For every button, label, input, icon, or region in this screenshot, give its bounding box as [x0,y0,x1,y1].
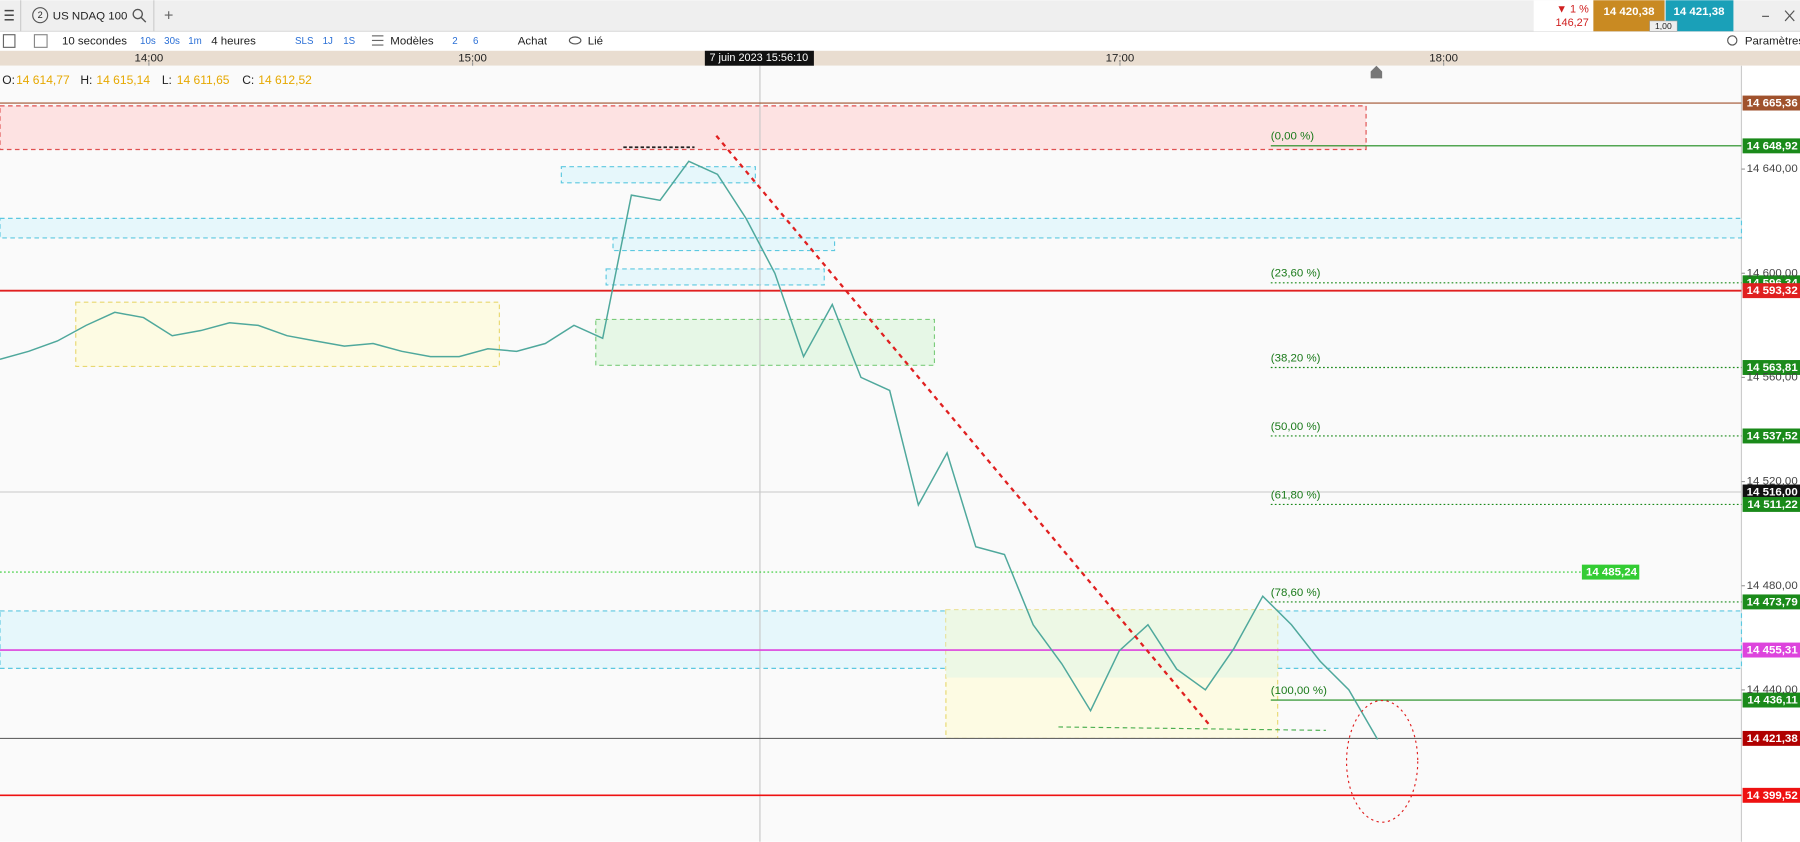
price-level-box [1742,95,1800,111]
templates-icon[interactable] [371,35,384,46]
ask-price: 14 421,38 [1673,6,1725,18]
link[interactable]: Lié [588,36,603,48]
menu-icon[interactable] [4,9,14,21]
x-tick-label: 18:00 [1429,52,1458,64]
ohlc-label: H: [80,73,92,87]
period-1j[interactable]: 1J [323,36,333,47]
price-axis [1741,65,1800,842]
ohlc-label: L: [162,73,172,87]
period-1s[interactable]: 1S [343,36,355,47]
price-level-box [1742,283,1800,299]
fib-label: (0,00 %) [1271,131,1315,143]
crosshair-time: 7 juin 2023 15:56:10 [709,52,808,64]
layout-icon[interactable] [33,34,48,48]
interval-10s[interactable]: 10s [140,36,156,47]
window-controls[interactable] [1762,10,1795,22]
settings[interactable]: Paramètres [1745,36,1800,48]
ohlc-label: O: [2,73,15,87]
fib-label: (23,60 %) [1271,268,1321,280]
tab-number: 2 [38,10,43,20]
price-line [0,160,1379,740]
ohlc-value: 14 615,14 [96,73,150,87]
top-bar [0,0,1800,32]
y-tick-label: 14 520,00 [1747,476,1798,488]
price-level-box [1742,496,1800,512]
templates[interactable]: Modèles [390,36,434,48]
ohlc-value: 14 612,52 [258,73,312,87]
y-tick-label: 14 480,00 [1747,580,1798,592]
y-tick-label: 14 440,00 [1747,684,1798,696]
price-level-label: 14 436,11 [1747,695,1798,707]
price-level-label: 14 455,31 [1747,645,1799,657]
instrument[interactable]: US NDAQ 100 [53,10,128,22]
bid-price: 14 420,38 [1603,6,1655,18]
x-tick-label: 15:00 [458,52,487,64]
price-level-label: 14 648,92 [1747,140,1798,152]
order[interactable]: Achat [518,36,548,48]
ohlc-value: 14 614,77 [16,73,70,87]
fib-label: (100,00 %) [1271,685,1327,697]
price-level-box [1742,642,1800,658]
x-tick-label: 17:00 [1106,52,1135,64]
fib-label: (61,80 %) [1271,489,1321,501]
price-level-box [1742,360,1800,375]
period-sls[interactable]: SLS [295,36,314,47]
ohlc-label: C: [242,73,254,87]
interval[interactable]: 10 secondes [62,36,127,48]
x-tick-label: 14:00 [135,52,164,64]
price-level-box [1742,730,1800,746]
interval-1m[interactable]: 1m [188,36,202,47]
price-level-label: 14 511,22 [1747,499,1797,511]
change-percent: ▼ 1 % [1556,3,1589,15]
price-level-label: 14 537,52 [1747,431,1798,443]
ohlc-legend: O: 14 614,77 H: 14 615,14 L: 14 611,65 C… [2,73,312,87]
y-tick-label: 14 560,00 [1747,371,1798,383]
price-level-label: 14 485,24 [1586,567,1638,579]
ohlc-value: 14 611,65 [177,73,230,87]
interval-30s[interactable]: 30s [164,36,180,47]
link-icon[interactable] [568,36,582,45]
y-tick-label: 14 600,00 [1747,267,1798,279]
price-level-label: 14 473,79 [1747,597,1798,609]
price-level-label: 14 665,36 [1747,98,1798,110]
price-level-label: 14 421,38 [1747,733,1799,745]
doc-icon[interactable] [2,34,16,48]
fib-label: (78,60 %) [1271,587,1321,599]
tab-badge [32,7,49,24]
count-2[interactable]: 2 [452,36,457,47]
price-level-label: 14 593,32 [1747,285,1798,297]
price-level-box [1742,484,1800,500]
price-level-label: 14 516,00 [1747,487,1798,499]
zones [0,105,1743,739]
price-level-box [1742,787,1800,803]
period[interactable]: 4 heures [211,36,256,48]
spread: 1,00 [1655,21,1672,31]
price-level-box [1742,138,1800,154]
settings-icon[interactable] [1727,35,1738,46]
price-level-box [1581,564,1640,580]
price-level-label: 14 399,52 [1747,790,1798,802]
change-box [1533,0,1594,32]
toolbar [0,31,1800,51]
price-level-box [1742,594,1800,610]
time-axis [0,50,1800,66]
fib-label: (50,00 %) [1271,421,1321,433]
y-tick-label: 14 640,00 [1747,163,1798,175]
plot-area [0,65,1742,842]
count-6[interactable]: 6 [473,36,478,47]
crosshair-time-box [704,50,814,66]
price-level-box [1742,692,1800,708]
price-level-box [1742,428,1800,444]
drawings [623,65,1419,823]
change-points: 146,27 [1555,17,1588,29]
price-level-label: 14 563,81 [1747,362,1799,374]
spread-box [1649,20,1678,32]
add-tab[interactable]: + [164,7,173,25]
fib-label: (38,20 %) [1271,352,1321,364]
search-icon[interactable] [132,8,147,23]
